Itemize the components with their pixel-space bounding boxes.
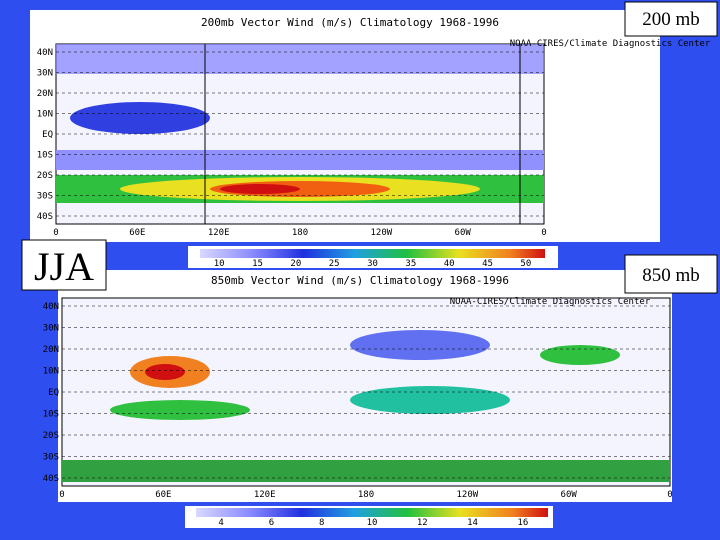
lat-label: 20N — [43, 345, 59, 355]
colorbar-label: 4 — [218, 518, 223, 528]
lat-label: 10S — [37, 151, 53, 161]
level-label: 200 mb — [642, 9, 700, 30]
lon-label: 180 — [292, 228, 308, 238]
map-credit: NOAA-CIRES/Climate Diagnostics Center — [450, 297, 651, 307]
lon-label: 0 — [53, 228, 58, 238]
colorbar — [200, 249, 545, 258]
lon-label: 60W — [561, 490, 578, 500]
lat-label: 10N — [37, 110, 53, 120]
lon-label: 60E — [129, 228, 145, 238]
lat-label: 20S — [37, 171, 53, 181]
lat-label: 20N — [37, 89, 53, 99]
colorbar-label: 20 — [290, 259, 301, 269]
lat-label: EQ — [42, 130, 53, 140]
lat-label: 40S — [43, 474, 59, 484]
colorbar-label: 35 — [405, 259, 416, 269]
colorbar-label: 25 — [329, 259, 340, 269]
label-box — [624, 1, 718, 37]
lat-label: 40N — [43, 302, 59, 312]
colorbar-label: 40 — [444, 259, 455, 269]
map-credit: NOAA-CIRES/Climate Diagnostics Center — [510, 39, 711, 49]
lat-label: 40S — [37, 212, 53, 222]
label-box — [21, 239, 107, 291]
lon-label: 60W — [455, 228, 472, 238]
colorbar-label: 45 — [482, 259, 493, 269]
colorbar-label: 6 — [269, 518, 274, 528]
lon-label: 180 — [358, 490, 374, 500]
lon-label: 120W — [456, 490, 478, 500]
lat-label: 40N — [37, 48, 53, 58]
map-title: 850mb Vector Wind (m/s) Climatology 1968… — [211, 274, 509, 287]
label-box — [624, 254, 718, 294]
colorbar-label: 50 — [520, 259, 531, 269]
lon-label: 0 — [667, 490, 672, 500]
colorbar-label: 10 — [214, 259, 225, 269]
lon-label: 0 — [541, 228, 546, 238]
lat-label: 30S — [43, 453, 59, 463]
map-title: 200mb Vector Wind (m/s) Climatology 1968… — [201, 16, 499, 29]
lat-label: 20S — [43, 431, 59, 441]
lon-label: 120E — [208, 228, 230, 238]
lat-label: 30S — [37, 192, 53, 202]
colorbar-label: 16 — [517, 518, 528, 528]
lat-label: 10N — [43, 367, 59, 377]
lon-label: 0 — [59, 490, 64, 500]
colorbar-label: 12 — [417, 518, 428, 528]
lat-label: 30N — [37, 69, 53, 79]
colorbar-label: 14 — [467, 518, 478, 528]
colorbar-label: 30 — [367, 259, 378, 269]
level-label: 850 mb — [642, 265, 700, 286]
lon-label: 60E — [155, 490, 171, 500]
colorbar — [196, 508, 548, 517]
colorbar-label: 8 — [319, 518, 324, 528]
lat-label: 30N — [43, 324, 59, 334]
colorbar-label: 10 — [367, 518, 378, 528]
lon-label: 120E — [254, 490, 276, 500]
colorbar-label: 15 — [252, 259, 263, 269]
lat-label: 10S — [43, 410, 59, 420]
wind-field — [56, 44, 544, 203]
season-label: JJA — [34, 244, 94, 289]
lon-label: 120W — [370, 228, 392, 238]
lat-label: EQ — [48, 388, 59, 398]
wind-field — [62, 330, 670, 482]
